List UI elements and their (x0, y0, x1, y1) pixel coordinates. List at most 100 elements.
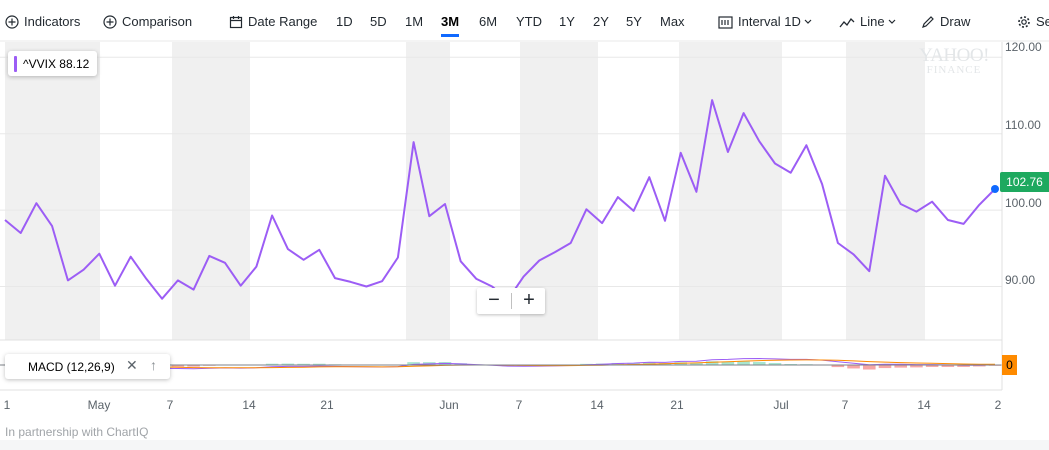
macd-histogram-bar (878, 365, 892, 369)
x-tick-label: Jun (439, 398, 459, 412)
period-band (679, 42, 782, 340)
macd-histogram-bar (281, 363, 295, 365)
plus-circle-icon (5, 15, 19, 29)
x-tick-label: 1 (3, 398, 11, 412)
x-tick-label: 7 (515, 398, 523, 412)
grid-lines (0, 56, 1002, 288)
close-icon[interactable]: ✕ (126, 357, 138, 373)
range-ytd[interactable]: YTD (516, 14, 542, 29)
macd-histogram-bar (925, 365, 939, 367)
current-price-tag: 102.76 (1000, 172, 1049, 192)
y-tick-label: 100.00 (1005, 196, 1042, 210)
zoom-control: − + (477, 288, 545, 314)
x-tick-label: 21 (670, 398, 684, 412)
macd-histogram-bar (627, 362, 640, 365)
chart-toolbar: Indicators Comparison Date Range 1D 5D 1… (0, 0, 1049, 42)
macd-study-legend[interactable]: MACD (12,26,9) ✕ ↑ (5, 354, 170, 379)
draw-label: Draw (940, 14, 971, 29)
chevron-down-icon (888, 19, 896, 24)
macd-histogram-bar (737, 361, 750, 365)
date-range-button[interactable]: Date Range (229, 12, 317, 32)
zoom-out-button[interactable]: − (488, 289, 500, 311)
macd-histogram-bar (941, 365, 955, 367)
footer-credit: In partnership with ChartIQ (5, 425, 149, 439)
watermark-line2: FINANCE (926, 64, 982, 76)
x-tick-label: 14 (917, 398, 931, 412)
macd-histogram-bar (957, 365, 970, 367)
gear-icon (1018, 16, 1030, 28)
legend-label: ^VVIX 88.12 (23, 57, 90, 71)
macd-histogram-bar (753, 361, 766, 365)
x-tick-label: Jul (773, 398, 789, 412)
period-band (5, 42, 100, 340)
range-1y[interactable]: 1Y (559, 14, 575, 29)
macd-histogram-bar (265, 363, 279, 365)
macd-histogram-bar (721, 361, 735, 365)
interval-value: 1D (784, 14, 801, 29)
macd-line (4, 357, 996, 370)
footer-bar (0, 440, 1049, 450)
chart-type-label: Line (860, 14, 885, 29)
y-tick-label: 110.00 (1005, 118, 1041, 132)
macd-histogram-bar (768, 362, 782, 365)
period-band (846, 42, 925, 340)
range-2y[interactable]: 2Y (593, 14, 609, 29)
chart-type-dropdown[interactable]: Line (839, 12, 896, 32)
macd-histogram-bar (847, 365, 860, 369)
macd-histogram-bar (171, 365, 185, 367)
range-1d[interactable]: 1D (336, 14, 353, 29)
x-tick-label: 7 (166, 398, 174, 412)
y-tick-label: 120.00 (1005, 40, 1042, 54)
macd-histogram-bar (831, 365, 845, 368)
x-tick-label: 21 (320, 398, 334, 412)
macd-histogram-bar (187, 365, 200, 367)
macd-histogram-bar (973, 365, 986, 367)
macd-histogram-bar (690, 362, 703, 365)
macd-label: MACD (12,26,9) (28, 360, 115, 374)
watermark-line1: YAHOO! (919, 45, 989, 66)
draw-button[interactable]: Draw (921, 12, 970, 32)
line-chart-icon (839, 17, 855, 28)
x-tick-label: 2 (994, 398, 1002, 412)
interval-icon (718, 16, 733, 29)
comparison-label: Comparison (122, 14, 193, 29)
macd-histogram-bar (297, 363, 310, 365)
y-tick-label: 90.00 (1005, 273, 1036, 287)
macd-histogram-bar (705, 361, 719, 365)
macd-histogram-bar (784, 363, 797, 365)
macd-histogram-bar (407, 362, 420, 365)
x-tick-label: 14 (590, 398, 604, 412)
chevron-down-icon (804, 19, 812, 24)
x-tick-label: 14 (242, 398, 256, 412)
plus-circle-icon (103, 15, 117, 29)
range-5d[interactable]: 5D (370, 14, 387, 29)
x-tick-label: May (87, 398, 111, 412)
range-5y[interactable]: 5Y (626, 14, 642, 29)
macd-histogram-bar (863, 365, 876, 370)
interval-label: Interval (738, 14, 781, 29)
range-6m[interactable]: 6M (479, 14, 498, 29)
indicators-label: Indicators (24, 14, 81, 29)
series-legend[interactable]: ^VVIX 88.12 (8, 51, 97, 76)
indicators-button[interactable]: Indicators (5, 12, 80, 32)
arrow-up-icon[interactable]: ↑ (150, 357, 157, 373)
range-1m[interactable]: 1M (405, 14, 424, 29)
range-3m[interactable]: 3M (441, 12, 460, 37)
zoom-in-button[interactable]: + (523, 289, 535, 311)
x-tick-label: 7 (841, 398, 849, 412)
range-max[interactable]: Max (660, 14, 685, 29)
macd-histogram-bar (894, 365, 907, 368)
interval-dropdown[interactable]: Interval 1D (718, 12, 812, 32)
settings-button[interactable]: Se (1017, 12, 1049, 32)
period-band (406, 42, 450, 340)
yahoo-finance-watermark: YAHOO! FINANCE (914, 46, 994, 76)
macd-zero-tag: 0 (1002, 355, 1017, 375)
comparison-button[interactable]: Comparison (103, 12, 192, 32)
legend-color-swatch (14, 56, 17, 72)
settings-label: Se (1036, 14, 1049, 29)
macd-histogram-bar (910, 365, 923, 368)
month-bands (5, 42, 925, 340)
pencil-icon (922, 16, 934, 28)
last-price-dot (991, 185, 999, 194)
